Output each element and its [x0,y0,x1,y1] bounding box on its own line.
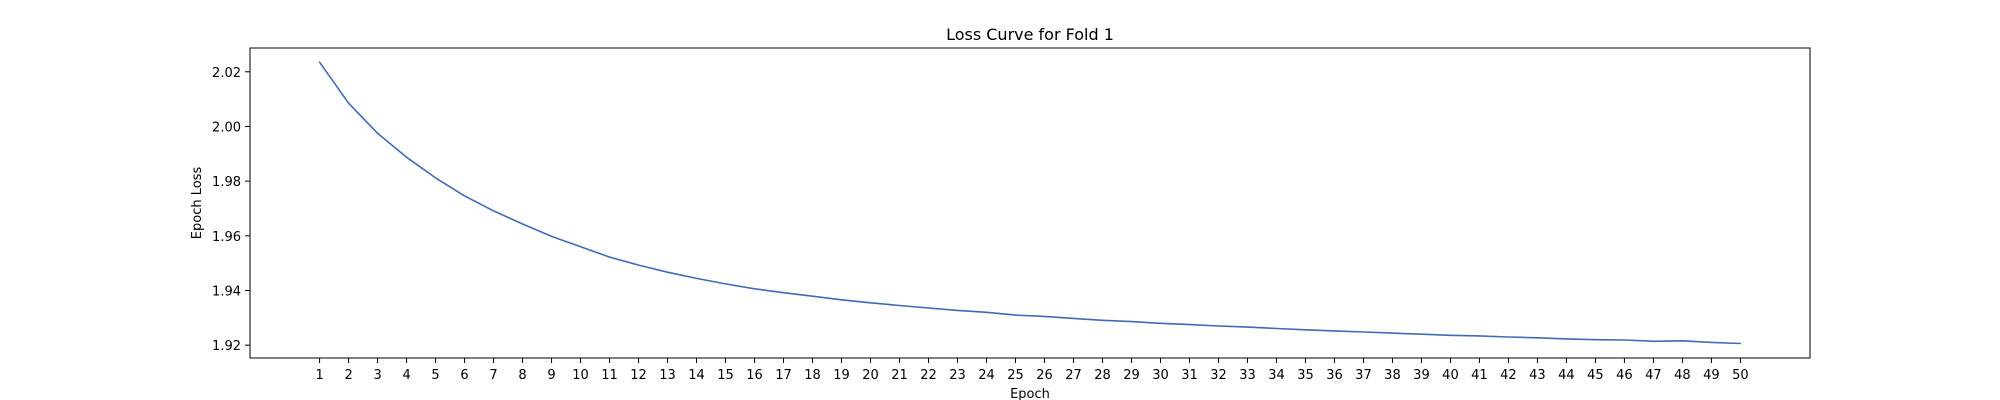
x-tick-label: 34 [1268,368,1285,383]
x-tick-label: 22 [920,368,937,383]
x-tick-label: 35 [1297,368,1314,383]
x-tick-label: 18 [804,368,821,383]
x-tick-label: 10 [572,368,589,383]
x-tick-label: 39 [1413,368,1430,383]
x-tick-label: 13 [659,368,676,383]
x-tick-label: 31 [1181,368,1198,383]
y-tick-label: 1.94 [212,284,241,299]
x-tick-label: 20 [862,368,879,383]
x-tick-label: 24 [978,368,995,383]
x-tick-label: 37 [1355,368,1372,383]
x-tick-label: 27 [1065,368,1082,383]
x-tick-label: 38 [1384,368,1401,383]
x-axis-label: Epoch [1010,387,1050,400]
x-tick-label: 32 [1210,368,1227,383]
x-tick-label: 15 [717,368,734,383]
x-tick-label: 41 [1471,368,1488,383]
x-tick-label: 50 [1732,368,1749,383]
x-tick-label: 36 [1326,368,1343,383]
x-tick-label: 29 [1123,368,1140,383]
x-tick-label: 4 [402,368,410,383]
x-tick-label: 16 [746,368,763,383]
x-tick-label: 19 [833,368,850,383]
x-tick-label: 6 [460,368,468,383]
x-tick-label: 17 [775,368,792,383]
plot-frame [249,47,1811,359]
x-tick-label: 7 [489,368,497,383]
x-tick-label: 48 [1674,368,1691,383]
y-tick-label: 1.92 [212,339,241,354]
y-tick-label: 1.98 [212,175,241,190]
x-tick-label: 40 [1442,368,1459,383]
x-tick-label: 43 [1529,368,1546,383]
chart-title: Loss Curve for Fold 1 [946,25,1114,44]
loss-series-line [318,61,1742,345]
x-tick-label: 30 [1152,368,1169,383]
x-tick-label: 23 [949,368,966,383]
x-tick-label: 25 [1007,368,1024,383]
x-tick-label: 45 [1587,368,1604,383]
x-tick-label: 5 [431,368,439,383]
x-tick-label: 28 [1094,368,1111,383]
x-tick-label: 21 [891,368,908,383]
y-tick-label: 1.96 [212,230,241,245]
y-axis-label: Epoch Loss [190,167,205,240]
x-tick-label: 11 [601,368,618,383]
x-tick-label: 9 [547,368,555,383]
x-tick-label: 3 [373,368,381,383]
x-tick-label: 49 [1703,368,1720,383]
x-tick-label: 42 [1500,368,1517,383]
x-tick-label: 12 [630,368,647,383]
x-tick-label: 47 [1645,368,1662,383]
y-tick-label: 2.00 [212,120,241,135]
series-group [318,61,1742,345]
y-tick-label: 2.02 [212,66,241,81]
x-axis-ticks: 1 2 3 4 5 6 7 8 9 10 11 12 13 14 15 16 17 18 19 20 21 22 23 24 2… [315,358,1749,383]
x-tick-label: 26 [1036,368,1053,383]
x-tick-label: 44 [1558,368,1575,383]
x-tick-label: 2 [344,368,352,383]
x-tick-label: 14 [688,368,705,383]
x-tick-label: 33 [1239,368,1256,383]
x-tick-label: 8 [518,368,526,383]
x-tick-label: 1 [315,368,323,383]
x-tick-label: 46 [1616,368,1633,383]
y-axis-ticks: 1.92 1.94 1.96 1.98 2.00 2.02 [212,66,250,354]
